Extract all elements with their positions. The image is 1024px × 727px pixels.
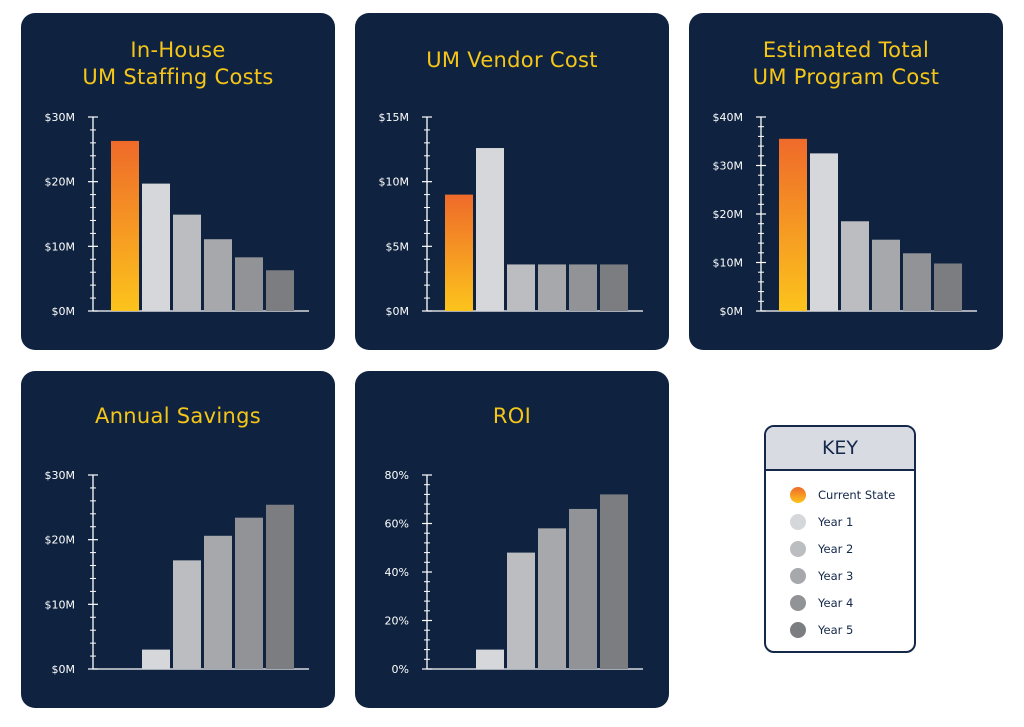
- y-tick-label: $10M: [379, 176, 410, 189]
- y-tick-label: $10M: [45, 240, 76, 253]
- chart-plot: $0M $10M $20M $30M: [45, 111, 309, 318]
- legend-swatch-year-5: [790, 622, 806, 638]
- bar-year-2: [173, 214, 201, 311]
- bar-year-1: [142, 183, 170, 311]
- legend-swatch-year-4: [790, 595, 806, 611]
- y-tick-label: $15M: [379, 111, 410, 124]
- bar-year-4: [903, 253, 931, 311]
- bar-year-5: [600, 494, 628, 669]
- bar-year-2: [507, 264, 535, 311]
- chart-title: In-House UM Staffing Costs: [21, 37, 335, 91]
- bar-year-3: [538, 264, 566, 311]
- bar-year-2: [507, 552, 535, 669]
- chart-panel-total-program-cost: Estimated Total UM Program Cost $0M $10M $…: [689, 13, 1003, 350]
- bar-year-4: [569, 264, 597, 311]
- bar-year-5: [934, 263, 962, 311]
- bar-year-1: [476, 148, 504, 311]
- y-tick-label: $10M: [713, 257, 744, 270]
- y-tick-label: $5M: [386, 240, 410, 253]
- chart-panel-vendor-cost: UM Vendor Cost $0M $5M $10M $15M: [355, 13, 669, 350]
- bar-year-4: [235, 517, 263, 669]
- chart-plot: $0M $10M $20M $30M $40M: [713, 111, 977, 318]
- chart-panel-inhouse-staffing: In-House UM Staffing Costs $0M $10M $20M $3…: [21, 13, 335, 350]
- bar-current-state: [111, 140, 139, 311]
- legend-key: KEY Current State Year 1 Year 2 Year 3 Y…: [764, 425, 916, 653]
- bar-year-2: [173, 560, 201, 669]
- legend-swatch-year-3: [790, 568, 806, 584]
- bar-year-1: [476, 649, 504, 669]
- legend-label: Year 1: [818, 515, 854, 529]
- bar-year-5: [266, 504, 294, 669]
- bar-year-3: [538, 528, 566, 669]
- chart-title-line-1: UM Vendor Cost: [426, 48, 598, 72]
- chart-plot: 0% 20% 40% 60% 80%: [385, 469, 643, 676]
- legend-swatch-current-state: [790, 487, 806, 503]
- bar-current-state: [445, 194, 473, 311]
- chart-title-line-1: ROI: [492, 404, 532, 428]
- bar-year-3: [872, 239, 900, 311]
- chart-title-line-2: UM Staffing Costs: [82, 65, 274, 89]
- bar-year-5: [266, 270, 294, 311]
- y-tick-label: $20M: [45, 176, 76, 189]
- y-tick-label: 20%: [385, 615, 409, 628]
- bar-year-3: [204, 535, 232, 669]
- y-tick-label: 40%: [385, 566, 409, 579]
- bar-year-4: [569, 508, 597, 669]
- chart-title-line-1: In-House: [130, 38, 226, 62]
- bar-year-2: [841, 221, 869, 311]
- y-tick-label: $40M: [713, 111, 744, 124]
- chart-title: Annual Savings: [21, 403, 335, 430]
- bar-year-5: [600, 264, 628, 311]
- y-tick-label: $0M: [386, 305, 410, 318]
- legend-label: Current State: [818, 488, 896, 502]
- chart-plot: $0M $10M $20M $30M: [45, 469, 309, 676]
- chart-title-line-2: UM Program Cost: [752, 65, 940, 89]
- chart-panel-roi: ROI 0% 20% 40% 60% 80%: [355, 371, 669, 708]
- y-tick-label: $0M: [720, 305, 744, 318]
- bar-current-state: [779, 138, 807, 311]
- chart-panel-annual-savings: Annual Savings $0M $10M $20M $30M: [21, 371, 335, 708]
- y-tick-label: 60%: [385, 518, 409, 531]
- y-tick-label: $30M: [713, 160, 744, 173]
- legend-title: KEY: [766, 427, 914, 471]
- chart-title-line-1: Annual Savings: [95, 404, 261, 428]
- chart-title: UM Vendor Cost: [355, 47, 669, 74]
- chart-plot: $0M $5M $10M $15M: [379, 111, 643, 318]
- bar-year-1: [810, 153, 838, 311]
- y-tick-label: $10M: [45, 598, 76, 611]
- y-tick-label: $20M: [45, 534, 76, 547]
- legend-label: Year 3: [818, 569, 854, 583]
- chart-title-line-1: Estimated Total: [762, 38, 930, 62]
- chart-title: ROI: [355, 403, 669, 430]
- bar-year-1: [142, 649, 170, 669]
- y-tick-label: $0M: [52, 305, 76, 318]
- chart-title: Estimated Total UM Program Cost: [689, 37, 1003, 91]
- legend-label: Year 2: [818, 542, 854, 556]
- y-tick-label: $30M: [45, 111, 76, 124]
- bar-year-3: [204, 239, 232, 311]
- y-tick-label: $30M: [45, 469, 76, 482]
- y-tick-label: $0M: [52, 663, 76, 676]
- y-tick-label: $20M: [713, 208, 744, 221]
- y-tick-label: 80%: [385, 469, 409, 482]
- y-tick-label: 0%: [392, 663, 409, 676]
- bar-year-4: [235, 257, 263, 311]
- legend-label: Year 5: [818, 623, 854, 637]
- legend-swatch-year-1: [790, 514, 806, 530]
- legend-swatch-year-2: [790, 541, 806, 557]
- legend-label: Year 4: [818, 596, 854, 610]
